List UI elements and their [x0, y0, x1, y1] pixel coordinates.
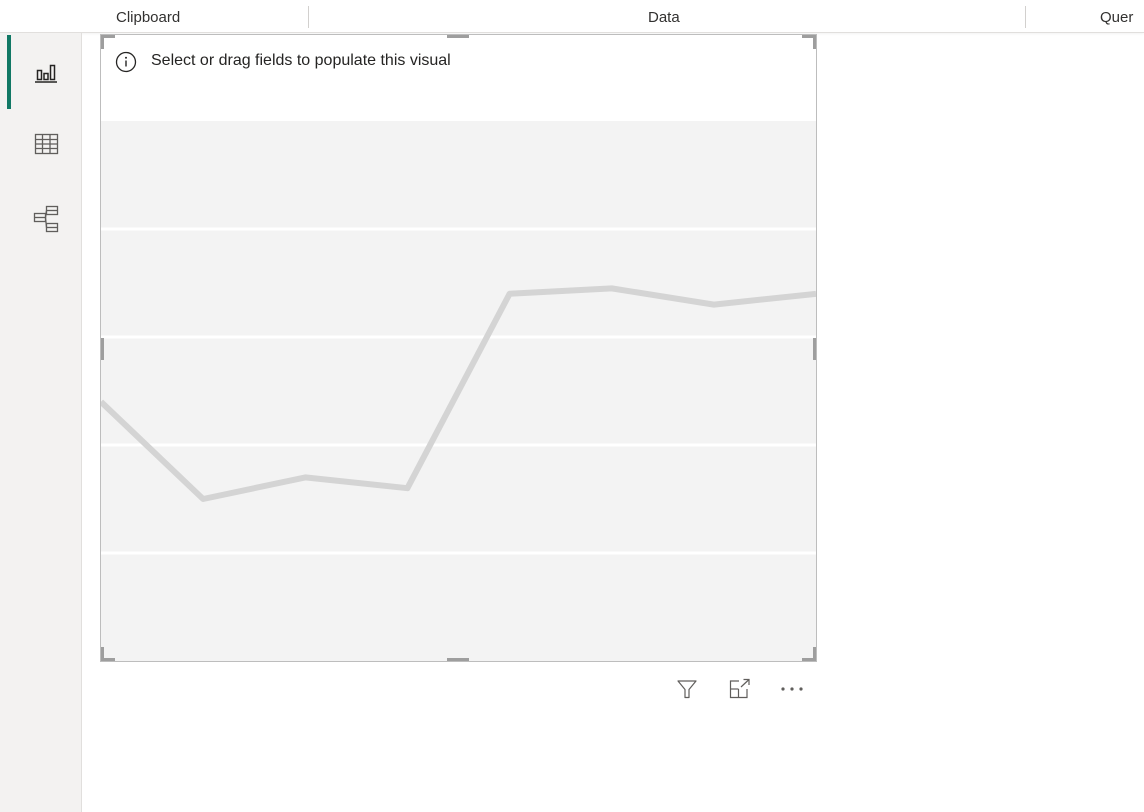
- table-grid-icon: [32, 132, 60, 156]
- resize-handle-bottom-right[interactable]: [813, 647, 816, 661]
- more-options-button[interactable]: [775, 672, 809, 706]
- view-switcher-rail: [0, 33, 82, 812]
- active-view-indicator: [7, 35, 11, 109]
- info-circle-icon: [115, 51, 137, 78]
- ribbon-group-clipboard: Clipboard: [116, 9, 181, 26]
- model-diagram-icon: [31, 204, 61, 234]
- resize-handle-top-right[interactable]: [813, 35, 816, 49]
- ribbon-group-data: Data: [648, 9, 680, 26]
- model-view-button[interactable]: [18, 191, 74, 247]
- resize-handle-bottom-left[interactable]: [101, 658, 115, 661]
- resize-handle-top-right[interactable]: [802, 35, 816, 38]
- resize-handle-top-left[interactable]: [101, 35, 104, 49]
- resize-handle-bottom-right[interactable]: [802, 658, 816, 661]
- visual-header-toolbar: [668, 672, 818, 706]
- visual-header: Select or drag fields to populate this v…: [101, 35, 816, 121]
- visual-empty-message: Select or drag fields to populate this v…: [151, 52, 451, 69]
- more-options-ellipsis-icon: [779, 684, 805, 694]
- focus-mode-expand-icon: [728, 678, 752, 700]
- resize-handle-right[interactable]: [813, 338, 816, 360]
- ribbon-group-separator: [308, 6, 309, 28]
- filter-button[interactable]: [670, 672, 704, 706]
- focus-mode-button[interactable]: [723, 672, 757, 706]
- resize-handle-bottom[interactable]: [447, 658, 469, 661]
- report-bar-chart-icon: [33, 60, 59, 84]
- report-view-button[interactable]: [18, 44, 74, 100]
- ribbon-group-labels: Clipboard Data Quer: [0, 0, 1144, 33]
- line-chart-visual[interactable]: Select or drag fields to populate this v…: [100, 34, 817, 662]
- ribbon-group-queries: Quer: [1100, 9, 1134, 26]
- table-view-button[interactable]: [18, 116, 74, 172]
- resize-handle-top[interactable]: [447, 35, 469, 38]
- chart-series-line: [101, 285, 816, 502]
- chart-plot-area: [101, 121, 816, 661]
- ribbon-group-separator: [1025, 6, 1026, 28]
- line-chart-svg: [101, 227, 816, 555]
- filter-funnel-icon: [676, 678, 698, 700]
- resize-handle-top-left[interactable]: [101, 35, 115, 38]
- resize-handle-left[interactable]: [101, 338, 104, 360]
- resize-handle-bottom-left[interactable]: [101, 647, 104, 661]
